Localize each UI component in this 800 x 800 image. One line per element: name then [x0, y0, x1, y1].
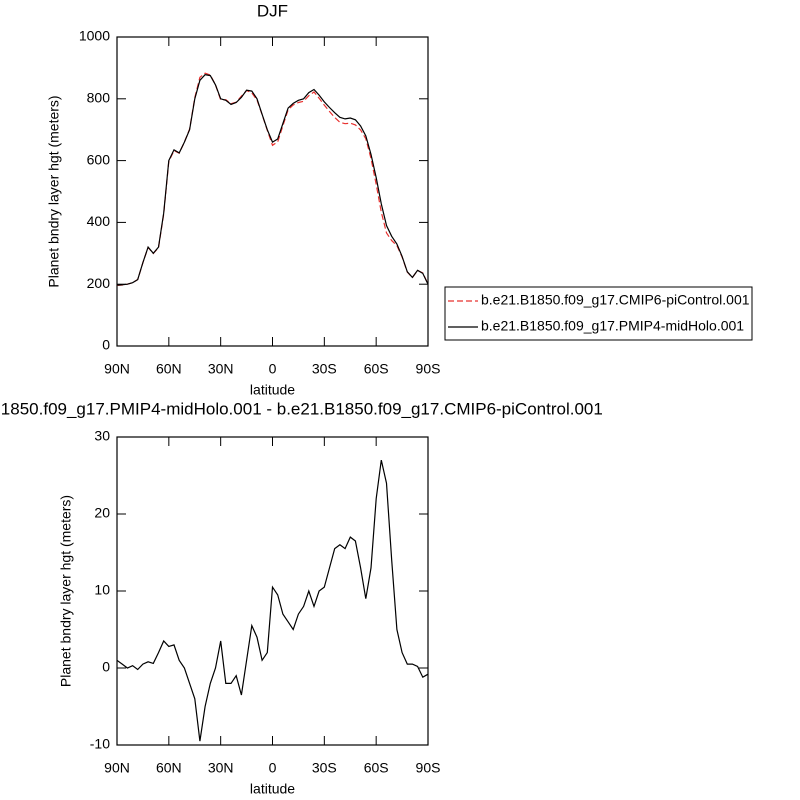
- data-line: [116, 74, 429, 286]
- x-axis-label: latitude: [250, 781, 295, 797]
- y-tick-label: 0: [102, 659, 110, 675]
- x-tick-label: 90S: [416, 361, 441, 377]
- data-line: [116, 459, 429, 742]
- legend-label: b.e21.B1850.f09_g17.CMIP6-piControl.001: [481, 292, 750, 308]
- x-tick-label: 60S: [364, 760, 389, 776]
- chart-title: b.e21.B1850.f09_g17.PMIP4-midHolo.001 - …: [0, 399, 603, 418]
- x-tick-label: 90N: [104, 760, 130, 776]
- y-axis-label: Planet bndry layer hgt (meters): [46, 95, 62, 287]
- plot-frame: [116, 436, 429, 746]
- y-tick-label: 1000: [79, 28, 110, 44]
- x-tick-label: 90N: [104, 361, 130, 377]
- x-tick-label: 90S: [416, 760, 441, 776]
- x-tick-label: 60S: [364, 361, 389, 377]
- legend: b.e21.B1850.f09_g17.CMIP6-piControl.001b…: [444, 286, 753, 341]
- x-axis-label: latitude: [250, 382, 295, 398]
- x-tick-label: 0: [269, 361, 277, 377]
- legend-label: b.e21.B1850.f09_g17.PMIP4-midHolo.001: [481, 318, 744, 334]
- y-tick-label: 600: [87, 151, 111, 167]
- y-tick-label: 200: [87, 275, 111, 291]
- data-line: [116, 72, 429, 286]
- plot-frame: [116, 36, 429, 347]
- y-tick-label: 800: [87, 90, 111, 106]
- y-tick-label: 20: [94, 505, 110, 521]
- y-tick-label: 30: [94, 428, 110, 444]
- x-tick-label: 30N: [208, 361, 234, 377]
- x-tick-label: 30S: [312, 361, 337, 377]
- y-axis-label: Planet bndry layer hgt (meters): [58, 495, 74, 687]
- chart-title: DJF: [257, 1, 288, 20]
- x-tick-label: 0: [269, 760, 277, 776]
- y-tick-label: 400: [87, 213, 111, 229]
- x-tick-label: 30N: [208, 760, 234, 776]
- legend-box: [444, 286, 753, 341]
- y-tick-label: -10: [90, 736, 110, 752]
- y-tick-label: 10: [94, 582, 110, 598]
- y-tick-label: 0: [102, 337, 110, 353]
- x-tick-label: 30S: [312, 760, 337, 776]
- x-tick-label: 60N: [156, 361, 182, 377]
- x-tick-label: 60N: [156, 760, 182, 776]
